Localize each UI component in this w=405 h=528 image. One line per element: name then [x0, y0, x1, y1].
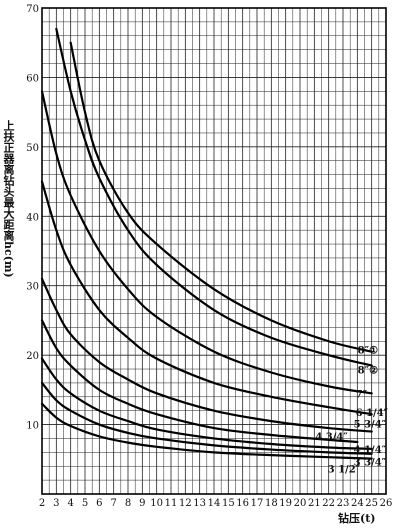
x-axis-label: 钻压(t): [338, 512, 376, 525]
x-tick-label: 24: [351, 498, 364, 509]
y-tick-label: 50: [26, 143, 39, 154]
x-tick-label: 26: [380, 498, 393, 509]
y-tick-label: 30: [26, 282, 39, 293]
curve-label: 8″②: [358, 366, 378, 377]
x-tick-label: 9: [139, 498, 145, 509]
y-axis-label: 上扶正器离钻头最大距离hc(m): [2, 120, 15, 278]
curve-label: 3 1/2″: [328, 465, 361, 476]
x-tick-label: 10: [150, 498, 163, 509]
y-tick-label: 10: [26, 421, 39, 432]
curve-label: 3 3/4″: [354, 458, 387, 469]
curve-label: 6 1/4″: [356, 408, 389, 419]
series-line-4: [40, 277, 373, 433]
x-tick-label: 12: [179, 498, 192, 509]
x-tick-label: 16: [236, 498, 249, 509]
x-tick-label: 18: [265, 498, 278, 509]
x-tick-label: 20: [294, 498, 307, 509]
x-tick-label: 17: [251, 498, 264, 509]
y-tick-label: 60: [26, 73, 39, 84]
x-tick-label: 5: [82, 498, 88, 509]
curve-label: 4 3/4″: [315, 432, 348, 443]
curve-labels: 8″① 8″② 7″ 6 1/4″5 3/4″ 4 3/4″ 4 1/4″ 3 3/4″3 …: [315, 346, 388, 476]
chart-series: [40, 27, 373, 460]
series-line-2: [40, 90, 373, 395]
x-tick-label: 19: [279, 498, 292, 509]
x-tick-label: 22: [322, 498, 335, 509]
x-tick-label: 8: [125, 498, 131, 509]
x-tick-label: 3: [53, 498, 59, 509]
plot-border: [41, 7, 387, 495]
plot-frame: [41, 7, 387, 495]
x-tick-label: 11: [165, 498, 178, 509]
curve-label: 4 1/4″: [354, 445, 387, 456]
chart-ticks: 2 3 4 5 6 7 8 9 10 11 12 13 14 15 16 17 18 19 20 21 22 23 24 25…: [26, 4, 392, 509]
curve-label: 5 3/4″: [354, 420, 387, 431]
x-tick-label: 7: [110, 498, 116, 509]
series-line-3: [40, 180, 373, 416]
x-tick-label: 25: [365, 498, 378, 509]
chart-grid: [41, 7, 387, 495]
x-tick-label: 2: [39, 498, 45, 509]
y-tick-label: 20: [26, 351, 39, 362]
curve-label: 8″①: [358, 346, 378, 357]
x-tick-label: 15: [222, 498, 235, 509]
x-tick-label: 14: [208, 498, 221, 509]
x-tick-label: 23: [337, 498, 350, 509]
series-line-5: [40, 319, 359, 444]
x-tick-label: 21: [308, 498, 321, 509]
x-tick-label: 13: [193, 498, 206, 509]
series-line-8: [40, 402, 373, 460]
series-line-0: [69, 41, 373, 353]
x-tick-label: 4: [67, 498, 73, 509]
series-line-7: [40, 381, 373, 455]
y-tick-label: 70: [26, 4, 39, 15]
series-line-1: [55, 27, 373, 367]
series-line-6: [40, 357, 373, 450]
x-tick-label: 6: [96, 498, 102, 509]
y-tick-label: 40: [26, 212, 39, 223]
curve-label: 7″: [356, 389, 368, 400]
